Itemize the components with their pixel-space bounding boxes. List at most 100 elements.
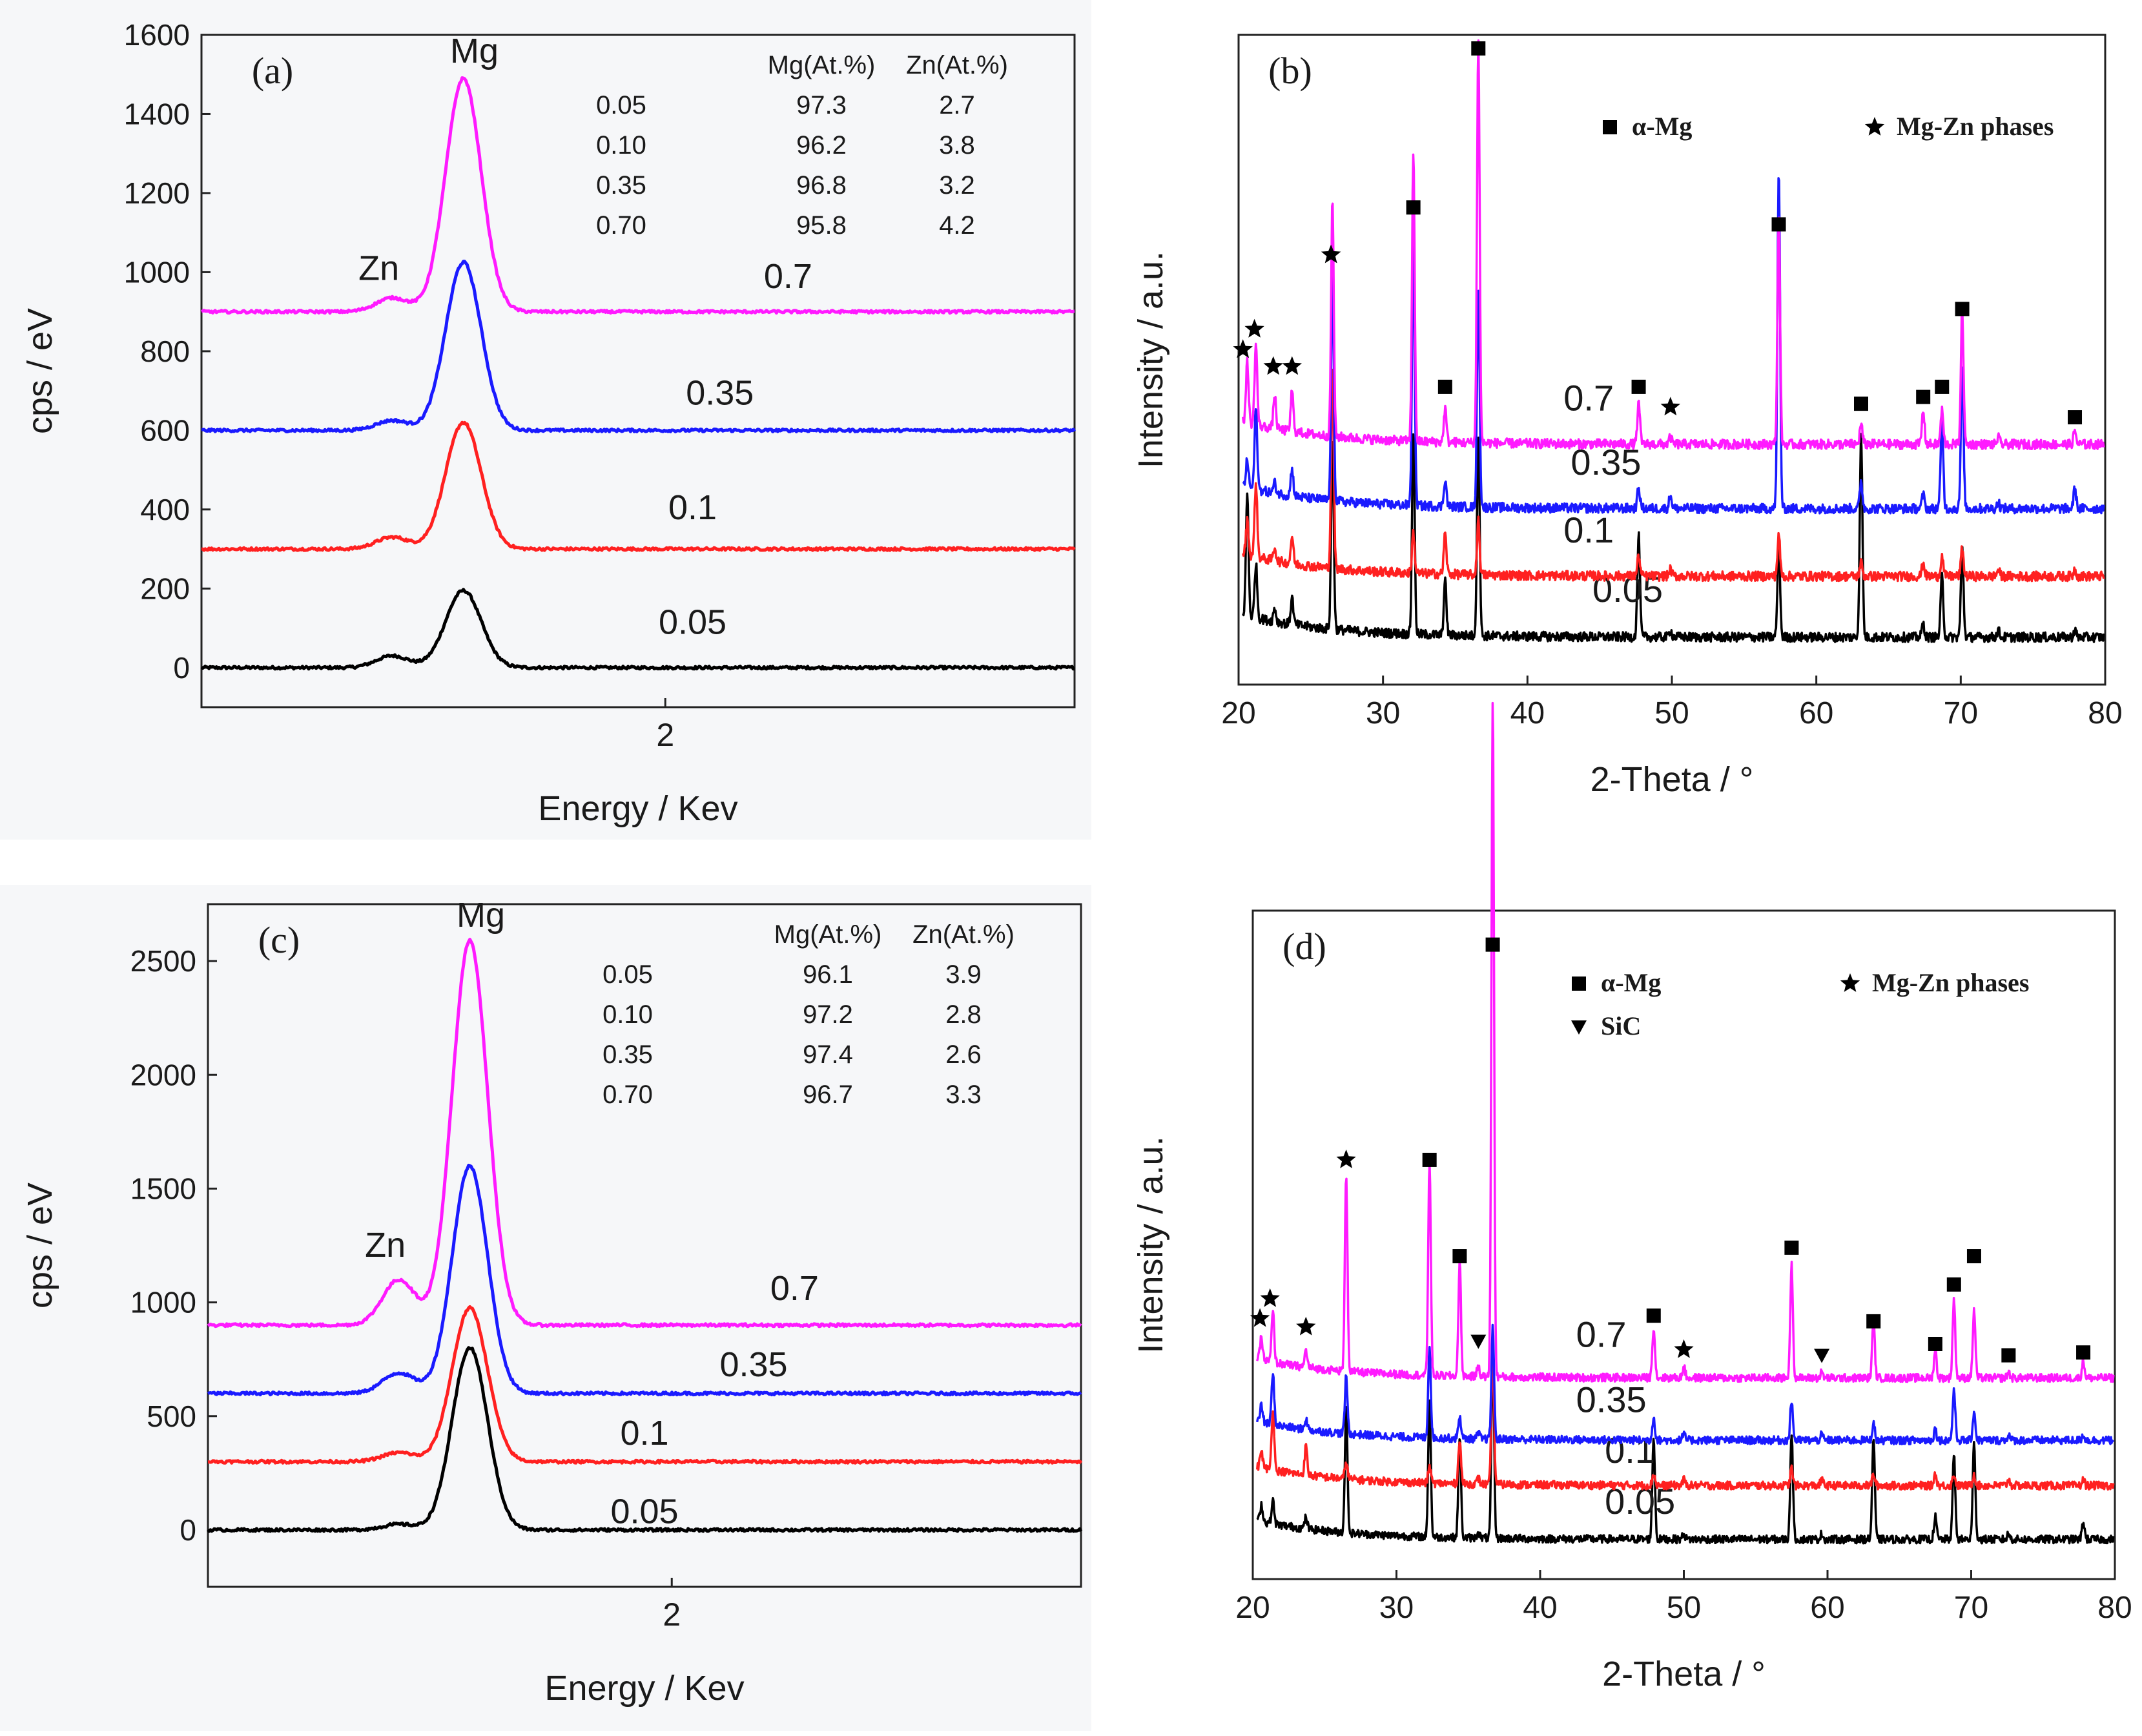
table-cell-c: 3.3 [945,1080,982,1109]
series-line-d-0.7 [1256,701,2115,1383]
series-label-c: 0.05 [610,1492,678,1531]
chart-c: 0 500 1000 1500 2000 2500 2 Energy / Kev cps / e… [21,896,1083,1708]
y-tick-label-a: 400 [140,493,190,526]
phase-marker-square [1471,41,1486,56]
table-header-c: Zn(At.%) [912,920,1014,949]
y-axis-label-a: cps / eV [21,308,59,434]
peak-label-mg-c: Mg [457,896,505,935]
series-label-a: 0.7 [764,257,812,296]
table-cell-a: 4.2 [939,211,975,240]
phase-marker-square [1935,379,1950,394]
x-tick-label-b: 20 [1221,696,1255,730]
phase-marker-star [1674,1339,1694,1358]
series-label-a: 0.1 [668,488,717,527]
x-tick-label-d: 80 [2097,1591,2132,1625]
phase-marker-star [1336,1149,1356,1168]
phase-marker-star [1233,339,1253,358]
phase-marker-square [1955,302,1970,316]
phase-marker-star [1263,356,1283,375]
series-label-c: 0.1 [620,1414,668,1452]
series-label-d: 0.35 [1576,1379,1647,1420]
series-line-b-0.1 [1242,368,2105,583]
series-label-d: 0.7 [1576,1314,1627,1354]
phase-marker-square [1646,1308,1661,1323]
y-tick-label-a: 200 [140,572,190,605]
y-axis-label-b: Intensity / a.u. [1131,251,1170,468]
table-cell-c: 2.8 [945,1000,982,1029]
series-line-c-0.7 [207,938,1082,1328]
table-cell-a: 0.05 [596,91,646,119]
series-line-c-0.35 [207,1163,1082,1397]
table-cell-a: 0.70 [596,211,646,240]
table-cell-c: 2.6 [945,1040,982,1069]
table-cell-a: 0.10 [596,131,646,160]
y-tick-label-a: 600 [140,413,190,447]
legend-marker-star-b [1864,117,1885,136]
phase-marker-star [1260,1288,1280,1307]
legend-marker-square-b [1603,120,1617,134]
legend-label-d: α-Mg [1601,968,1661,997]
x-tick-label-b: 40 [1510,696,1545,730]
panel-a-background [0,0,1091,840]
series-line-a-0.05 [200,588,1075,671]
phase-marker-star [1282,356,1302,375]
x-tick-label-d: 60 [1810,1591,1844,1625]
legend-marker-square-d [1572,976,1586,991]
table-cell-c: 97.2 [803,1000,853,1029]
x-tick-label-b: 70 [1944,696,1978,730]
y-tick-label-c: 2500 [130,944,196,978]
composition-table-c: Mg(At.%) Zn(At.%) 0.05 96.1 3.9 0.10 97.2 2.8 0.… [602,920,1014,1109]
series-line-d-0.05 [1256,1336,2115,1545]
table-header-c: Mg(At.%) [774,920,882,949]
table-cell-a: 95.8 [796,211,847,240]
table-cell-a: 96.2 [796,131,847,160]
peak-label-zn-c: Zn [365,1226,406,1265]
phase-marker-star [1244,318,1264,338]
phase-marker-triangle [1470,1334,1487,1349]
table-cell-a: 97.3 [796,91,847,119]
table-cell-a: 0.35 [596,171,646,200]
series-line-a-0.35 [201,260,1076,433]
x-axis-label-d: 2-Theta / ° [1602,1655,1766,1693]
plot-frame-c [207,903,1082,1588]
phase-marker-square [1854,397,1869,411]
y-tick-label-a: 1400 [124,97,190,130]
series-line-d-0.1 [1255,1343,2115,1491]
y-axis-label-d: Intensity / a.u. [1131,1136,1170,1353]
series-line-a-0.1 [201,420,1076,552]
x-tick-label-a: 2 [656,717,674,753]
phase-marker-star [1296,1316,1316,1336]
chart-d: 20 30 40 50 60 70 80 2-Theta / ° Intensity / a.u… [1131,701,2132,1693]
series-label-b: 0.1 [1563,510,1614,550]
phase-marker-star [1660,397,1680,416]
table-cell-c: 96.7 [803,1080,853,1109]
phase-marker-square [1784,1240,1799,1255]
series-label-a: 0.35 [686,374,754,413]
y-tick-label-a: 800 [140,335,190,368]
phase-marker-triangle [1814,1348,1830,1363]
table-cell-c: 96.1 [803,960,853,989]
x-tick-label-b: 60 [1799,696,1833,730]
phase-marker-star [1321,244,1341,264]
phase-marker-star [1250,1308,1270,1327]
x-tick-label-d: 70 [1954,1591,1988,1625]
series-line-d-0.35 [1255,1323,2115,1445]
legend-label-b: Mg-Zn phases [1897,112,2054,141]
y-tick-label-c: 0 [180,1513,196,1547]
phase-marker-square [1485,937,1500,952]
x-tick-label-d: 50 [1667,1591,1701,1625]
phase-marker-square [1437,379,1452,394]
x-tick-label-b: 80 [2088,696,2122,730]
y-tick-label-c: 1000 [130,1286,196,1319]
series-line-b-0.05 [1242,433,2105,643]
legend-marker-star-d [1840,973,1860,992]
phase-marker-square [1966,1249,1981,1264]
plot-frame-a [200,34,1076,708]
x-axis-label-b: 2-Theta / ° [1591,760,1754,799]
series-line-c-0.05 [207,1346,1083,1533]
peak-label-zn-a: Zn [358,249,399,288]
y-tick-label-a: 1000 [124,255,190,289]
x-tick-label-d: 30 [1379,1591,1414,1625]
table-header-a: Zn(At.%) [906,51,1008,79]
